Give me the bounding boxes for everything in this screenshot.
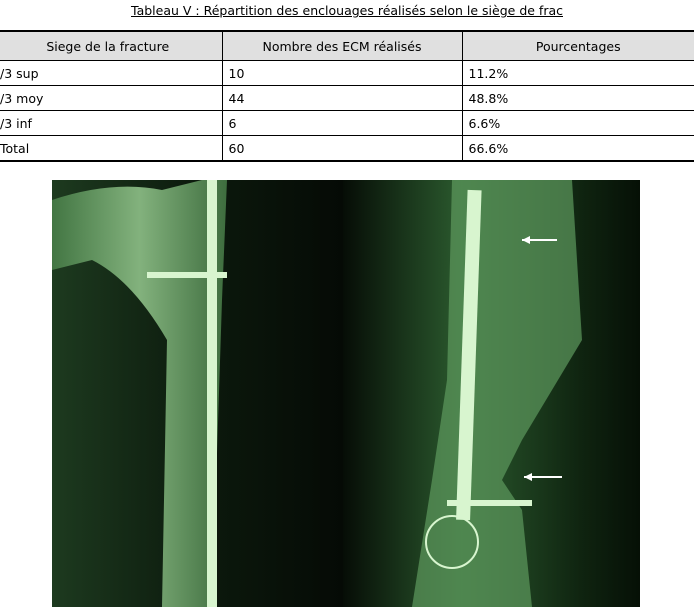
- header-cell: Siege de la fracture: [0, 31, 222, 61]
- cell: 48.8%: [461, 85, 694, 111]
- arrow-head: [524, 473, 532, 481]
- header-row: Siege de la fracture Nombre des ECM réal…: [0, 31, 694, 61]
- xray-image: [52, 180, 640, 607]
- row: /3 inf 6 6.6%: [0, 110, 694, 136]
- wire: [425, 515, 479, 569]
- screw: [147, 272, 227, 278]
- table-title: Tableau V : Répartition des enclouages r…: [131, 3, 563, 18]
- cell: Total: [0, 135, 222, 162]
- screw: [447, 500, 532, 506]
- cell: 60: [221, 135, 462, 162]
- cell: 6: [221, 110, 462, 136]
- header-cell: Nombre des ECM réalisés: [221, 31, 462, 61]
- rod: [207, 180, 217, 607]
- cell: /3 moy: [0, 85, 222, 111]
- row: Total 60 66.6%: [0, 135, 694, 162]
- cell: 10: [221, 60, 462, 86]
- cell: /3 sup: [0, 60, 222, 86]
- table: Siege de la fracture Nombre des ECM réal…: [0, 30, 694, 162]
- cell: 66.6%: [461, 135, 694, 162]
- rod: [456, 189, 482, 521]
- cell: 11.2%: [461, 60, 694, 86]
- cell: /3 inf: [0, 110, 222, 136]
- femur: [52, 180, 227, 607]
- header-cell: Pourcentages: [461, 31, 694, 61]
- cell: 44: [221, 85, 462, 111]
- row: /3 sup 10 11.2%: [0, 60, 694, 86]
- row: /3 moy 44 48.8%: [0, 85, 694, 111]
- arrow-head: [522, 236, 530, 244]
- cell: 6.6%: [461, 110, 694, 136]
